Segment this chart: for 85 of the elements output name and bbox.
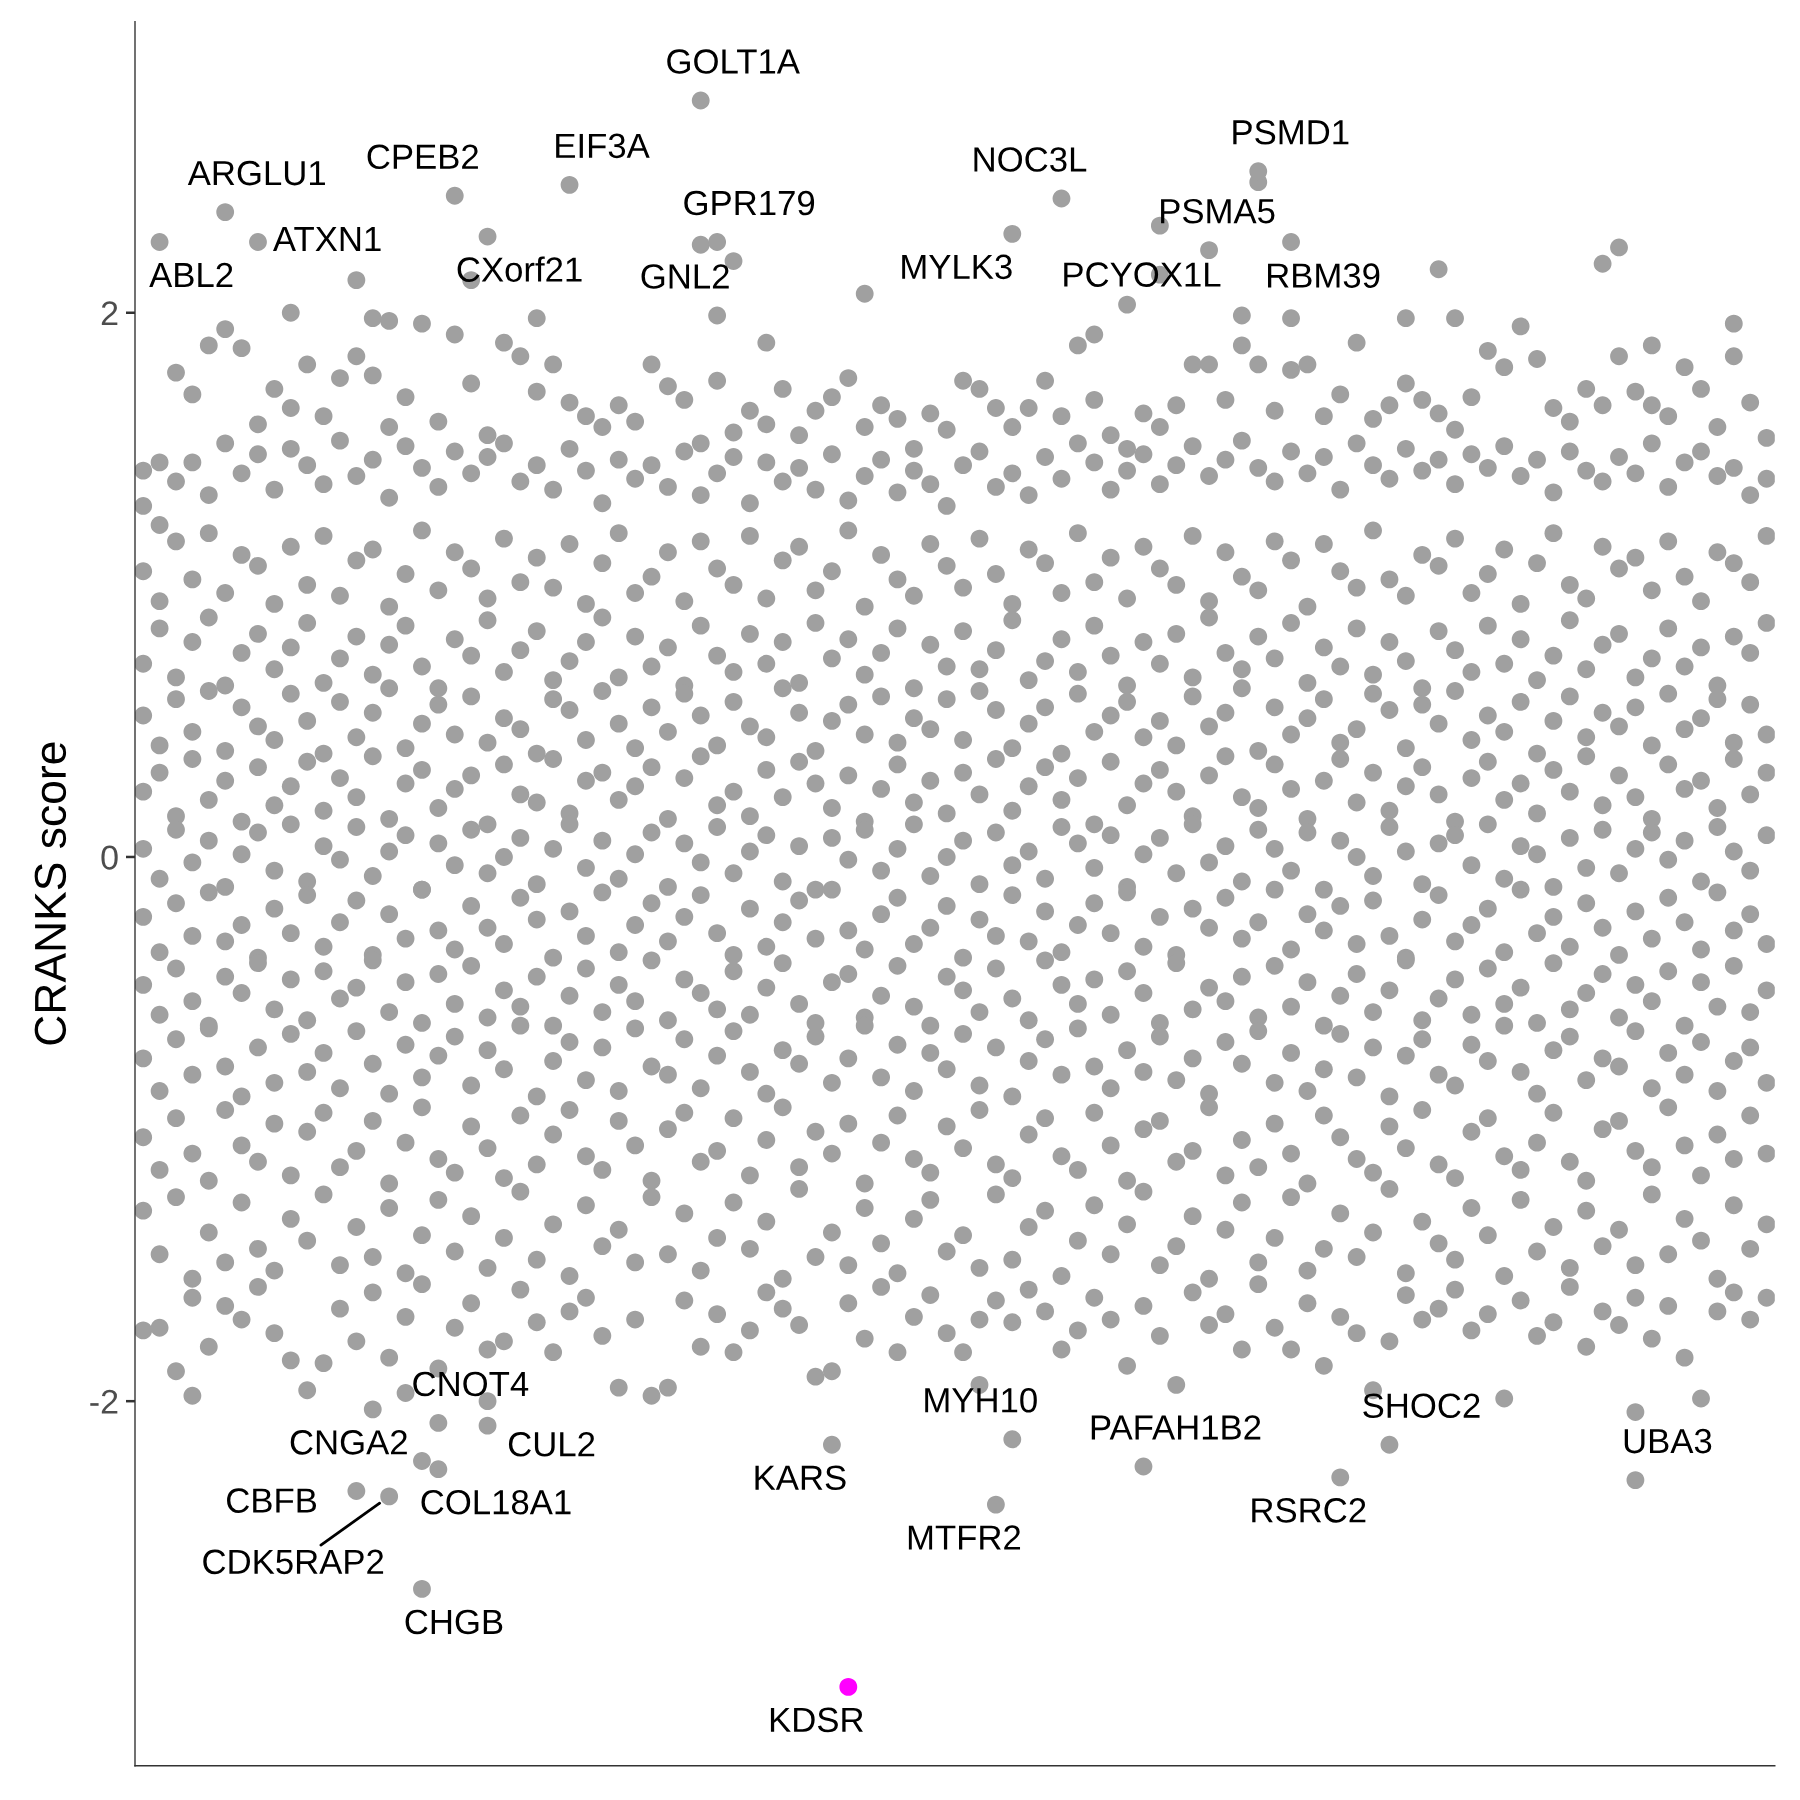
point (1003, 1430, 1022, 1449)
point (478, 1416, 497, 1435)
y-tick-label: -2 (90, 1389, 118, 1414)
point (691, 235, 710, 254)
point (429, 1414, 448, 1432)
point (1331, 1468, 1350, 1487)
point (150, 233, 169, 251)
data-label: ARGLU1 (187, 160, 325, 186)
data-label: NOC3L (974, 147, 1087, 172)
point (363, 1400, 382, 1419)
point (1282, 309, 1300, 328)
y-tick-label: 2 (101, 301, 118, 326)
data-label: PCYOX1L (1064, 262, 1221, 287)
data-label: RBM39 (1268, 263, 1380, 288)
data-label: CNGA2 (290, 1430, 407, 1455)
point (1429, 260, 1448, 279)
point (1085, 325, 1104, 344)
point (347, 1482, 366, 1500)
point (396, 1384, 415, 1402)
data-label: EIF3A (556, 133, 650, 159)
data-label: GNL2 (641, 264, 729, 289)
point (560, 175, 579, 194)
data-label: SHOC2 (1363, 1393, 1480, 1419)
point (380, 312, 399, 330)
data-label: RSRC2 (1252, 1498, 1366, 1523)
data-label: UBA3 (1624, 1428, 1712, 1454)
data-label: CXorf21 (457, 256, 582, 282)
point (822, 1435, 841, 1454)
point (281, 303, 300, 322)
data-label: CNOT4 (413, 1371, 529, 1397)
data-label: ATXN1 (272, 227, 381, 251)
data-label: COL18A1 (421, 1489, 571, 1515)
data-label: GOLT1A (667, 49, 800, 74)
point (363, 309, 382, 328)
point (1593, 254, 1612, 273)
point (708, 306, 727, 325)
point (1626, 1403, 1645, 1421)
point (1396, 309, 1415, 328)
point (1118, 295, 1136, 314)
point (527, 309, 546, 328)
point (1724, 314, 1743, 333)
point (413, 1580, 431, 1598)
data-label: MYLK3 (902, 254, 1012, 280)
point (429, 1460, 448, 1479)
point (1282, 233, 1300, 251)
point (478, 227, 497, 246)
point (1052, 189, 1071, 208)
point (1446, 309, 1464, 328)
data-label: CDK5RAP2 (203, 1549, 384, 1575)
data-label: MTFR2 (908, 1525, 1021, 1550)
data-label: CBFB (227, 1488, 317, 1513)
data-label: CPEB2 (367, 144, 478, 170)
point (1642, 336, 1661, 355)
point (216, 203, 235, 221)
data-label: GPR179 (684, 190, 815, 216)
data-label: MYH10 (925, 1388, 1037, 1413)
point (1200, 241, 1218, 260)
point (347, 271, 366, 290)
point (445, 186, 464, 205)
y-tick-label: 0 (101, 845, 118, 870)
data-label: KDSR (770, 1707, 863, 1733)
point (986, 1495, 1005, 1514)
point (855, 284, 874, 303)
point (757, 333, 776, 352)
point (1610, 238, 1628, 257)
data-label: ABL2 (149, 262, 233, 287)
point (708, 233, 727, 251)
data-label: CUL2 (508, 1432, 595, 1457)
data-label: PSMA5 (1161, 198, 1275, 224)
data-label: KARS (755, 1465, 846, 1491)
point (1134, 1457, 1153, 1476)
point (183, 1386, 202, 1405)
data-label: CHGB (405, 1609, 503, 1635)
point (839, 1677, 858, 1696)
data-label: PSMD1 (1233, 119, 1349, 145)
point (691, 91, 710, 110)
point (413, 1452, 431, 1470)
point (1380, 1435, 1399, 1454)
y-axis-title: CRANKS score (34, 742, 67, 1045)
data-label: PAFAH1B2 (1091, 1415, 1261, 1440)
point (1003, 224, 1022, 243)
point (249, 233, 267, 251)
point (380, 1487, 399, 1506)
point (1626, 1471, 1645, 1489)
point (1232, 306, 1251, 325)
